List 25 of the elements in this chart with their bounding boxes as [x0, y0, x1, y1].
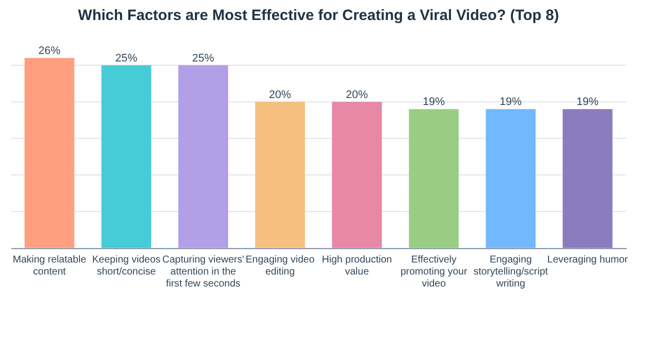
- data-label: 25%: [192, 52, 214, 64]
- data-label: 19%: [422, 96, 446, 108]
- x-tick-label: High production value: [322, 254, 392, 278]
- bar: [486, 109, 536, 248]
- x-tick-label: Engaging storytelling/script writing: [473, 254, 548, 290]
- x-tick-label: Keeping videos short/concise: [92, 254, 161, 278]
- bar: [562, 109, 612, 248]
- data-label: 19%: [576, 96, 599, 108]
- bar: [24, 58, 74, 248]
- x-tick-label: Engaging video editing: [246, 254, 315, 278]
- data-label: 20%: [269, 88, 292, 101]
- x-tick-label: Leveraging humor: [547, 254, 629, 266]
- bar: [101, 65, 152, 248]
- chart-title: Which Factors are Most Effective for Creating a Viral Video? (Top 8): [78, 7, 559, 24]
- data-label: 25%: [115, 52, 138, 64]
- x-tick-label: Capturing viewers' attention in the first few seconds: [162, 254, 244, 290]
- x-tick-label: Effectively promoting your video: [400, 254, 468, 290]
- bar: [408, 109, 459, 248]
- bar: [332, 102, 382, 248]
- data-label: 26%: [38, 45, 61, 57]
- bar: [255, 102, 305, 248]
- bar: [178, 65, 228, 248]
- x-tick-label: Making relatable content: [12, 254, 87, 278]
- data-label: 20%: [346, 88, 368, 101]
- data-label: 19%: [500, 96, 522, 108]
